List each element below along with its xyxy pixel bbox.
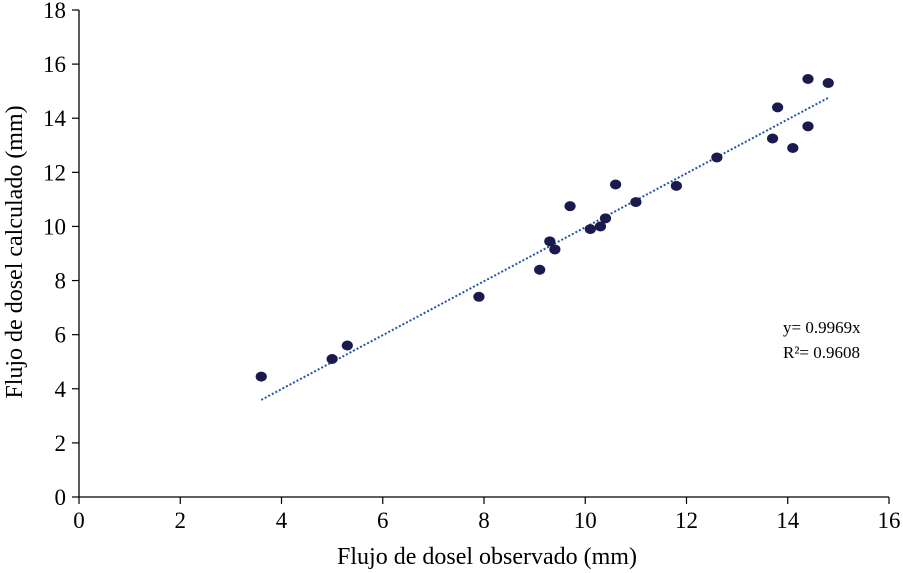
- data-point-13: [630, 197, 642, 208]
- data-point-2: [326, 354, 338, 365]
- x-tick-label: 0: [73, 508, 85, 533]
- data-point-4: [473, 291, 485, 302]
- data-point-17: [772, 102, 784, 113]
- data-point-10: [594, 221, 607, 232]
- data-point-15: [711, 152, 723, 163]
- x-tick-label: 10: [574, 508, 597, 533]
- data-point-21: [822, 78, 834, 89]
- y-tick-label: 0: [55, 485, 67, 510]
- data-points: [255, 73, 834, 382]
- data-point-9: [584, 224, 596, 235]
- data-point-7: [549, 244, 561, 255]
- equation-label: y= 0.9969x: [783, 318, 861, 337]
- data-point-8: [564, 201, 576, 212]
- x-tick-label: 6: [377, 508, 389, 533]
- data-point-19: [802, 73, 814, 84]
- x-tick-label: 8: [478, 508, 490, 533]
- data-point-20: [802, 121, 814, 132]
- y-tick-label: 14: [43, 106, 67, 131]
- y-axis-title: Flujo de dosel calculado (mm): [2, 105, 28, 398]
- data-point-5: [534, 264, 546, 275]
- data-point-1: [255, 371, 267, 382]
- y-axis: 0 2 4 6 8 10 12 14 16 18: [43, 0, 80, 510]
- y-tick-label: 6: [55, 323, 67, 348]
- x-axis-title: Flujo de dosel observado (mm): [337, 544, 637, 570]
- data-point-12: [610, 179, 622, 190]
- y-tick-label: 10: [43, 214, 66, 239]
- data-point-11: [599, 213, 612, 224]
- y-tick-label: 4: [55, 377, 67, 402]
- y-tick-label: 8: [55, 269, 67, 294]
- y-tick-label: 18: [43, 0, 66, 23]
- x-tick-label: 16: [878, 508, 901, 533]
- trendline: [260, 96, 829, 401]
- y-tick-label: 2: [55, 431, 67, 456]
- data-point-3: [341, 340, 353, 351]
- x-tick-label: 2: [175, 508, 187, 533]
- x-axis: 0 2 4 6 8 10 12 14 16: [73, 496, 901, 533]
- x-tick-label: 12: [675, 508, 698, 533]
- data-point-18: [787, 142, 799, 153]
- data-point-16: [766, 133, 779, 144]
- x-tick-label: 14: [776, 508, 800, 533]
- data-point-14: [670, 180, 682, 191]
- trendline-group: [260, 96, 829, 401]
- r-squared-label: R²= 0.9608: [783, 343, 860, 362]
- x-tick-label: 4: [276, 508, 288, 533]
- y-tick-label: 12: [43, 160, 66, 185]
- y-tick-label: 16: [43, 52, 66, 77]
- data-point-6: [544, 236, 556, 247]
